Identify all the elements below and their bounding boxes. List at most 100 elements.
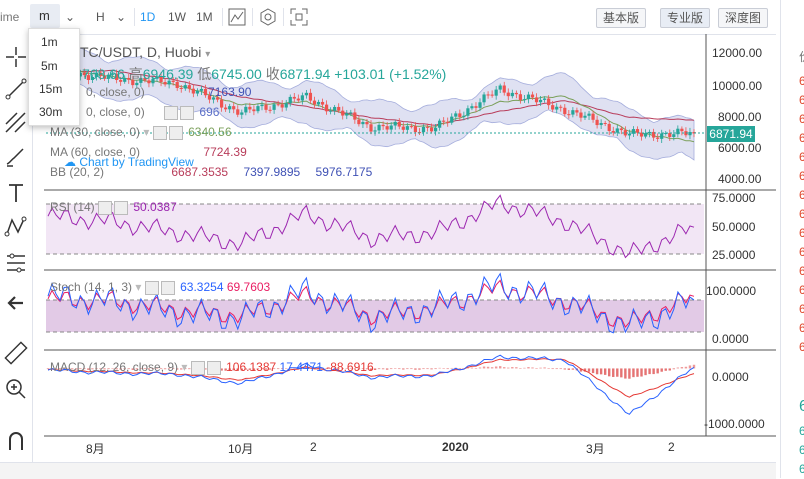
candle-body <box>119 79 123 82</box>
chart-type-chevron-icon[interactable]: ⌄ <box>116 10 127 24</box>
macd-name[interactable]: MACD (12, 26, close, 9) <box>50 360 179 374</box>
macd-histogram-bar <box>99 368 102 370</box>
text-tool-icon[interactable] <box>3 180 29 206</box>
fib-retracement-icon[interactable] <box>3 110 29 136</box>
interval-menu-item[interactable]: 1m <box>41 35 58 49</box>
candle-body <box>373 130 377 132</box>
high-value: 6946.39 <box>142 66 194 82</box>
fullscreen-icon[interactable] <box>290 8 308 26</box>
legend-settings-icon[interactable] <box>144 280 159 295</box>
candle-body <box>559 106 563 108</box>
macd-histogram-bar <box>123 368 126 370</box>
macd-histogram-bar <box>131 368 134 370</box>
macd-histogram-bar <box>95 368 98 370</box>
legend-close-icon[interactable] <box>180 105 195 120</box>
candle-body <box>236 109 240 115</box>
macd-histogram-bar <box>317 367 320 369</box>
candle-body <box>647 131 652 134</box>
macd-histogram-bar <box>369 368 373 371</box>
last-price-badge: 6871.94 <box>707 126 755 142</box>
candle-body <box>579 112 583 118</box>
macd-axis-label: 0.0000 <box>712 370 749 384</box>
low-label: 低 <box>197 66 212 82</box>
macd-histogram-bar <box>111 368 114 370</box>
settings-gear-icon[interactable] <box>259 8 277 26</box>
interval-1w[interactable]: 1W <box>168 10 186 24</box>
interval-dropdown-chevron-icon[interactable]: ⌄ <box>65 10 76 24</box>
candle-body <box>603 122 607 124</box>
candle-body <box>240 112 244 115</box>
macd-histogram-bar <box>426 368 429 370</box>
candle-body <box>575 110 579 113</box>
macd-histogram-bar <box>341 368 344 370</box>
interval-select[interactable]: m <box>30 4 60 28</box>
candle-body <box>98 72 103 76</box>
macd-histogram-bar <box>624 368 627 379</box>
order-book-price: 6 <box>799 207 804 221</box>
back-arrow-icon[interactable] <box>3 290 29 316</box>
legend-close-icon[interactable] <box>206 360 221 375</box>
legend-settings-icon[interactable] <box>164 105 179 120</box>
pro-version-button[interactable]: 专业版 <box>660 8 711 28</box>
candle-body <box>470 106 474 109</box>
basic-version-button[interactable]: 基本版 <box>596 8 647 28</box>
candle-body <box>78 72 82 77</box>
interval-menu-item[interactable]: 30m <box>39 105 63 119</box>
macd-histogram-bar <box>418 368 421 370</box>
legend-close-icon[interactable] <box>168 125 183 140</box>
ma-name[interactable]: 0, close, 0) <box>86 85 145 99</box>
macd-histogram-bar <box>232 368 235 371</box>
macd-histogram-bar <box>345 368 348 369</box>
candle-body <box>446 121 450 123</box>
legend-settings-icon[interactable] <box>190 360 205 375</box>
candle-body <box>220 99 224 108</box>
legend-settings-icon[interactable] <box>152 125 167 140</box>
macd-histogram-bar <box>204 368 207 370</box>
pattern-icon[interactable] <box>3 214 29 240</box>
zoom-in-icon[interactable] <box>3 376 29 402</box>
candle-body <box>86 75 90 81</box>
candle-body <box>320 101 325 105</box>
interval-menu-item[interactable]: 15m <box>39 82 63 96</box>
ma-name[interactable]: MA (60, close, 0) <box>50 145 141 159</box>
ruler-icon[interactable] <box>3 340 29 366</box>
ma-name[interactable]: MA (30, close, 0) <box>50 125 141 139</box>
interval-menu-item[interactable]: 5m <box>41 59 58 73</box>
stoch-chevron-icon[interactable]: ▾ <box>135 280 142 294</box>
magnet-icon[interactable] <box>3 428 29 454</box>
symbol-chevron-icon[interactable]: ▾ <box>205 49 211 60</box>
depth-chart-button[interactable]: 深度图 <box>718 8 769 28</box>
macd-histogram-bar <box>567 368 571 370</box>
candle-body <box>127 77 131 80</box>
candle-body <box>631 129 636 134</box>
ma-chevron-icon[interactable]: ▾ <box>143 125 150 139</box>
crosshair-icon[interactable] <box>3 44 29 70</box>
stoch-name[interactable]: Stoch (14, 1, 3) <box>50 280 133 294</box>
indicators-icon[interactable] <box>228 8 246 26</box>
macd-histogram-bar <box>684 366 688 369</box>
legend-close-icon[interactable] <box>114 200 129 215</box>
price-axis-label: 8000.00 <box>718 110 762 124</box>
order-book-price: 6 <box>799 443 804 457</box>
macd-histogram-bar <box>139 368 143 370</box>
interval-1m[interactable]: 1M <box>196 10 213 24</box>
legend-close-icon[interactable] <box>160 280 175 295</box>
interval-1d[interactable]: 1D <box>140 10 156 24</box>
brush-icon[interactable] <box>3 144 29 170</box>
price-chart[interactable] <box>44 34 776 462</box>
chart-type-select[interactable]: H <box>96 10 105 24</box>
trend-line-icon[interactable] <box>3 76 29 102</box>
ma-name[interactable]: 0, close, 0) <box>86 105 145 119</box>
measure-icon[interactable] <box>3 250 29 276</box>
macd-chevron-icon[interactable]: ▾ <box>181 360 188 374</box>
order-book-price: 6 <box>799 112 804 126</box>
symbol-name[interactable]: TC/USDT, D, Huobi <box>80 44 202 60</box>
macd-histogram-bar <box>103 368 106 370</box>
legend-settings-icon[interactable] <box>98 200 113 215</box>
rsi-name[interactable]: RSI (14) <box>50 200 95 214</box>
bb-name[interactable]: BB (20, 2) <box>50 165 105 179</box>
candle-body <box>183 85 187 89</box>
macd-histogram-bar <box>58 368 62 370</box>
macd-histogram-bar <box>603 368 607 375</box>
candle-body <box>272 104 276 110</box>
